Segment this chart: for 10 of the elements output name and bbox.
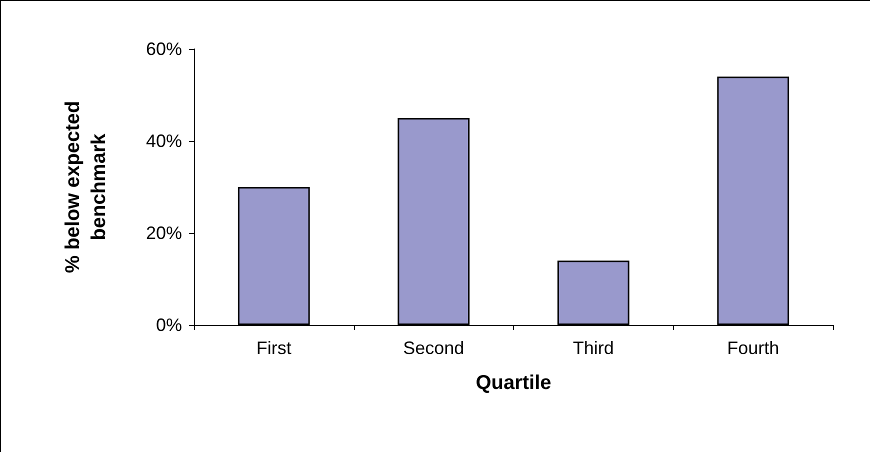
x-tick-label: Fourth (727, 338, 780, 358)
x-tick-label: First (256, 338, 292, 358)
x-axis-title: Quartile (476, 372, 552, 394)
x-tick-label: Second (403, 338, 464, 358)
x-tick-label: Third (572, 338, 614, 358)
y-axis-title: % below expected benchmark (62, 100, 110, 274)
y-tick-label: 20% (146, 223, 182, 243)
y-tick-label: 40% (146, 131, 182, 151)
y-tick-label: 60% (146, 39, 182, 59)
y-tick-label: 0% (156, 315, 182, 335)
